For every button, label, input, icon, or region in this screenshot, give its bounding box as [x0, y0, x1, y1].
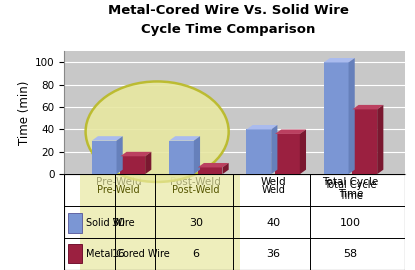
- Bar: [324, 62, 349, 174]
- Text: 16: 16: [112, 249, 125, 259]
- Polygon shape: [300, 130, 306, 174]
- Text: 30: 30: [189, 218, 203, 228]
- Polygon shape: [377, 105, 383, 174]
- Text: 30: 30: [112, 218, 125, 228]
- Text: 6: 6: [192, 249, 199, 259]
- Polygon shape: [247, 125, 277, 130]
- Text: Metal Cored Wire: Metal Cored Wire: [86, 249, 170, 259]
- Polygon shape: [275, 130, 306, 134]
- Polygon shape: [120, 152, 151, 156]
- Text: 40: 40: [266, 218, 280, 228]
- Polygon shape: [198, 163, 229, 167]
- Bar: [92, 141, 117, 174]
- Bar: [169, 141, 194, 174]
- Text: Total Cycle
Time: Total Cycle Time: [324, 180, 377, 201]
- Ellipse shape: [85, 82, 229, 182]
- Bar: [198, 167, 222, 174]
- Bar: [247, 130, 271, 174]
- Polygon shape: [349, 58, 355, 174]
- Bar: [352, 109, 377, 174]
- Polygon shape: [222, 163, 229, 174]
- Text: 100: 100: [340, 218, 361, 228]
- Text: Metal-Cored Wire Vs. Solid Wire: Metal-Cored Wire Vs. Solid Wire: [108, 4, 349, 17]
- Polygon shape: [271, 125, 277, 174]
- Text: Solid Wire: Solid Wire: [86, 218, 134, 228]
- Text: 58: 58: [344, 249, 358, 259]
- Bar: [68, 244, 82, 263]
- Polygon shape: [117, 136, 123, 174]
- Bar: [275, 134, 300, 174]
- Polygon shape: [352, 105, 383, 109]
- Text: Post-Weld: Post-Weld: [172, 185, 220, 195]
- Bar: [80, 174, 240, 270]
- Text: Cycle Time Comparison: Cycle Time Comparison: [141, 23, 315, 36]
- Bar: [120, 156, 145, 174]
- Polygon shape: [145, 152, 151, 174]
- Text: 36: 36: [266, 249, 280, 259]
- Text: Pre-Weld: Pre-Weld: [97, 185, 140, 195]
- Polygon shape: [92, 136, 123, 141]
- Polygon shape: [194, 136, 200, 174]
- Polygon shape: [169, 136, 200, 141]
- Text: Weld: Weld: [261, 185, 285, 195]
- Polygon shape: [324, 58, 355, 62]
- Y-axis label: Time (min): Time (min): [18, 80, 31, 145]
- Bar: [68, 214, 82, 233]
